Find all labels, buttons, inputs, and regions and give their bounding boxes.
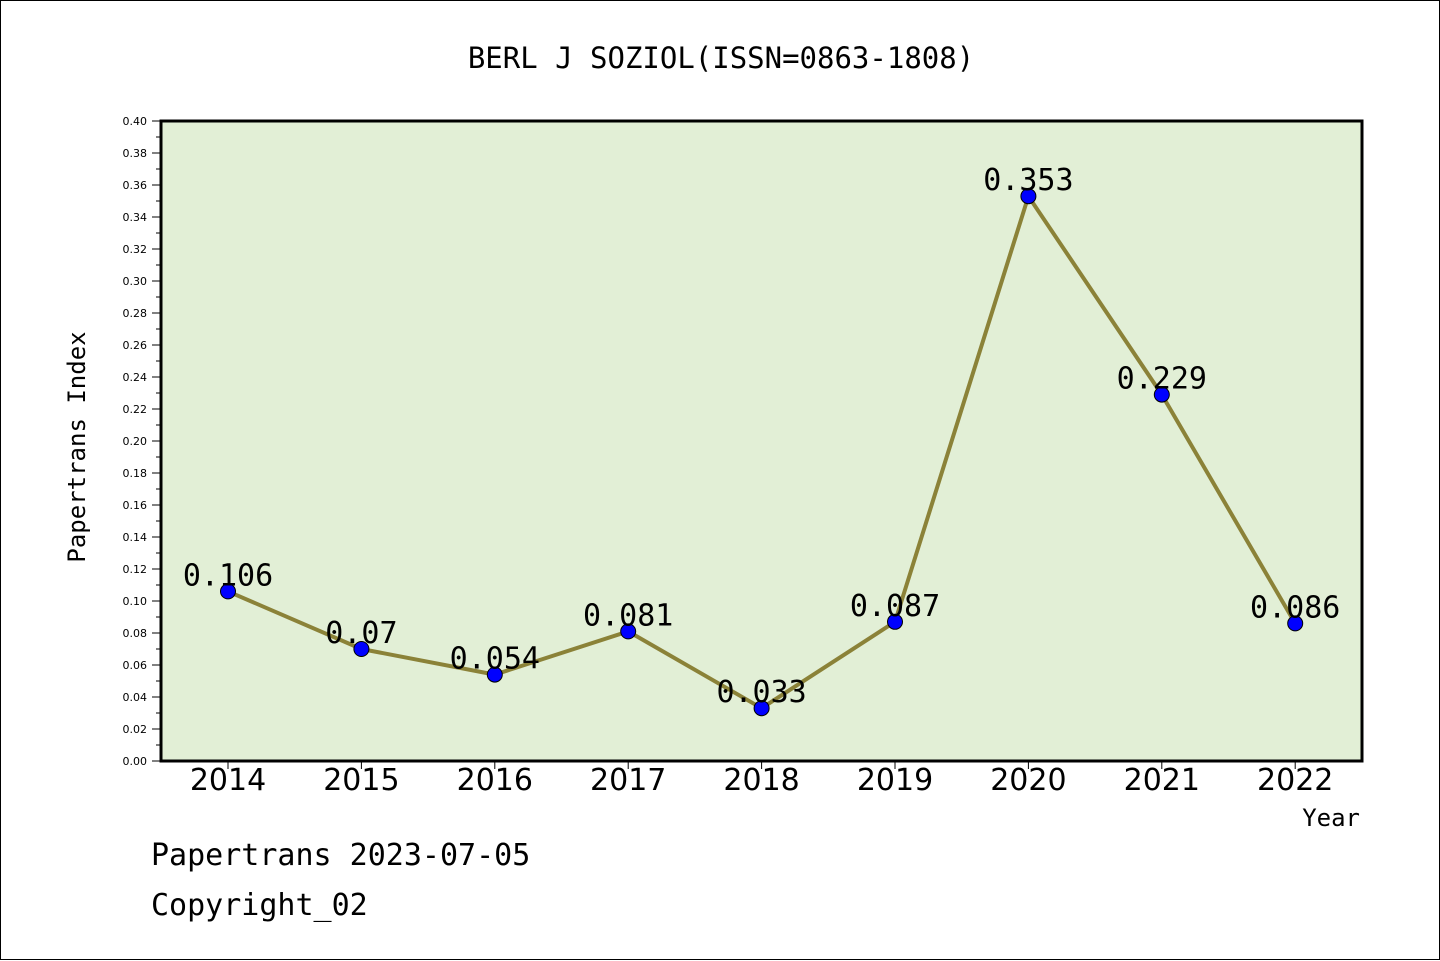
data-point (353, 641, 370, 657)
data-point (220, 583, 236, 600)
data-point (486, 666, 503, 683)
data-point (887, 613, 903, 630)
x-tick-label: 2016 (457, 763, 533, 798)
data-label: 0.087 (850, 589, 940, 624)
y-tick-label: 0.24 (123, 371, 148, 384)
data-point (753, 700, 770, 717)
data-label: 0.033 (716, 675, 806, 710)
y-tick-label: 0.40 (123, 115, 148, 128)
y-tick-label: 0.30 (123, 275, 148, 288)
data-point (1153, 386, 1170, 403)
series-markers (220, 188, 1304, 717)
y-tick-label: 0.38 (123, 147, 148, 160)
x-tick-label: 2014 (190, 763, 266, 798)
y-axis-label: Papertrans Index (63, 331, 91, 562)
x-axis-ticks: 2014 2015 2016 2017 2018 2019 2020 2021 2022 (190, 761, 1333, 798)
y-tick-label: 0.26 (123, 339, 148, 352)
data-label: 0.106 (183, 558, 273, 593)
y-tick-label: 0.34 (123, 211, 148, 224)
x-tick-label: 2017 (590, 763, 666, 798)
data-point (1287, 615, 1304, 632)
y-tick-label: 0.00 (123, 755, 148, 768)
data-point (1020, 188, 1037, 205)
x-tick-label: 2015 (323, 763, 399, 798)
data-point (620, 623, 637, 640)
data-label: 0.086 (1250, 590, 1340, 625)
y-tick-label: 0.20 (123, 435, 148, 448)
data-label: 0.054 (450, 642, 540, 677)
footer-date: Papertrans 2023-07-05 (151, 838, 530, 873)
y-axis-ticks: 0.00 0.02 0.04 0.06 0.08 0.10 0.12 0.14 0.16 0.18… (123, 115, 161, 768)
y-tick-label: 0.04 (123, 691, 148, 704)
x-tick-label: 2021 (1124, 763, 1200, 798)
x-tick-label: 2019 (857, 763, 933, 798)
data-labels: 0.106 0.07 0.054 0.081 0.033 0.087 0.353 0.229 0… (183, 163, 1341, 710)
y-tick-label: 0.06 (123, 659, 148, 672)
data-label: 0.229 (1117, 362, 1207, 397)
y-tick-label: 0.32 (123, 243, 148, 256)
x-tick-label: 2018 (723, 763, 799, 798)
data-label: 0.07 (325, 616, 397, 651)
y-tick-label: 0.12 (123, 563, 148, 576)
y-tick-label: 0.28 (123, 307, 148, 320)
data-label: 0.081 (583, 598, 673, 633)
footer-copyright: Copyright_02 (151, 888, 368, 923)
y-tick-label: 0.14 (123, 531, 148, 544)
y-tick-label: 0.08 (123, 627, 148, 640)
y-tick-label: 0.16 (123, 499, 148, 512)
y-tick-label: 0.36 (123, 179, 148, 192)
data-label: 0.353 (983, 163, 1073, 198)
x-tick-label: 2022 (1257, 763, 1333, 798)
chart-title: BERL J SOZIOL(ISSN=0863-1808) (468, 41, 974, 75)
y-tick-label: 0.10 (123, 595, 148, 608)
y-tick-label: 0.02 (123, 723, 148, 736)
x-axis-label: Year (1302, 804, 1360, 832)
y-tick-label: 0.22 (123, 403, 148, 416)
y-tick-label: 0.18 (123, 467, 148, 480)
x-tick-label: 2020 (990, 763, 1066, 798)
plot-area (159, 119, 1364, 763)
